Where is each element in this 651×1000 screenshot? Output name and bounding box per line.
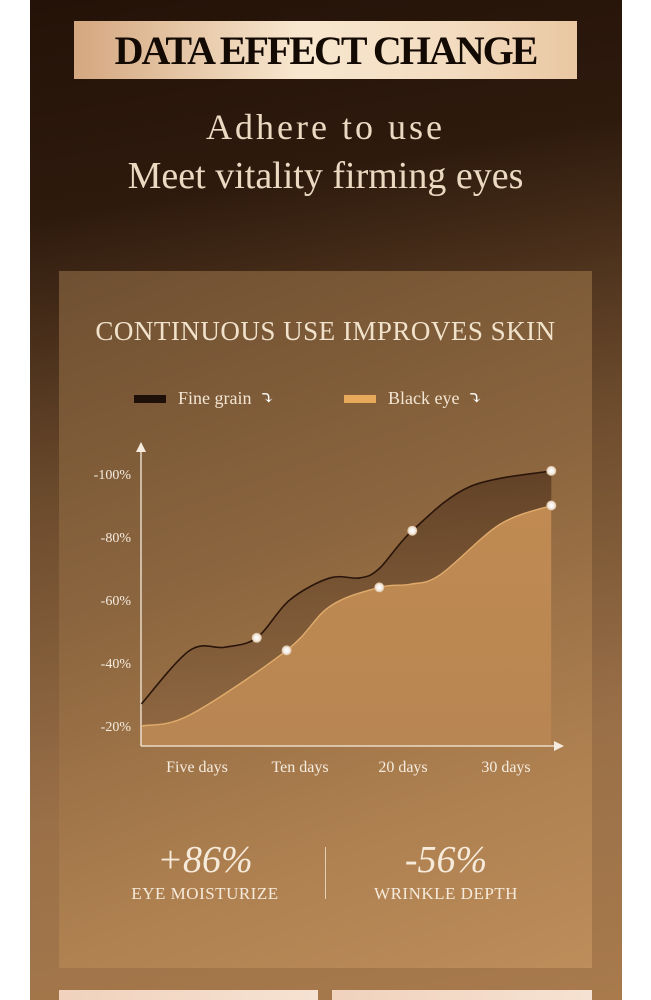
stat-divider xyxy=(325,847,326,899)
header-banner: DATA EFFECT CHANGE xyxy=(74,21,577,79)
product-image-right xyxy=(332,990,592,1000)
black-eye-area xyxy=(141,505,552,746)
x-tick-label: Ten days xyxy=(271,759,328,776)
subtitle-line-1: Adhere to use xyxy=(206,107,445,147)
y-tick-label: -20% xyxy=(101,720,132,735)
y-tick-label: -100% xyxy=(94,468,132,483)
stat-value: -56% xyxy=(404,839,488,881)
y-tick-label: -40% xyxy=(101,657,132,672)
fine-grain-line xyxy=(140,470,552,705)
legend-label: Fine grain xyxy=(178,388,252,408)
y-axis-arrow-icon xyxy=(136,442,146,452)
subtitle-line-2: Meet vitality firming eyes xyxy=(127,155,524,197)
stat-eye-moisturize: +86% EYE MOISTURIZE xyxy=(75,838,335,904)
product-image-left xyxy=(59,990,318,1000)
x-tick-label: Five days xyxy=(166,759,228,776)
black-eye-point xyxy=(546,500,557,511)
black-eye-point xyxy=(281,645,292,656)
y-tick-label: -80% xyxy=(101,531,132,546)
legend-swatch xyxy=(134,394,166,403)
stat-value: +86% xyxy=(157,839,253,881)
y-tick-label: -60% xyxy=(101,594,132,609)
fine-grain-point xyxy=(251,632,262,643)
curved-arrow-down-icon: ⤵ xyxy=(467,388,483,408)
banner-title: DATA EFFECT CHANGE xyxy=(114,27,539,73)
legend-label: Black eye xyxy=(388,388,460,408)
curved-arrow-down-icon: ⤵ xyxy=(259,388,275,408)
fine-grain-point xyxy=(407,525,418,536)
x-tick-label: 20 days xyxy=(378,759,427,776)
stat-label: EYE MOISTURIZE xyxy=(131,884,279,903)
black-eye-point xyxy=(374,582,385,593)
legend-fine-grain: Fine grain ⤵ xyxy=(134,388,275,409)
fine-grain-point xyxy=(546,465,557,476)
x-tick-label: 30 days xyxy=(481,759,530,776)
legend-swatch xyxy=(344,394,376,403)
chart-title: CONTINUOUS USE IMPROVES SKIN xyxy=(95,316,556,346)
x-axis-arrow-icon xyxy=(554,741,564,751)
stat-wrinkle-depth: -56% WRINKLE DEPTH xyxy=(316,838,576,904)
stat-label: WRINKLE DEPTH xyxy=(374,884,518,903)
legend-black-eye: Black eye ⤵ xyxy=(344,388,483,409)
